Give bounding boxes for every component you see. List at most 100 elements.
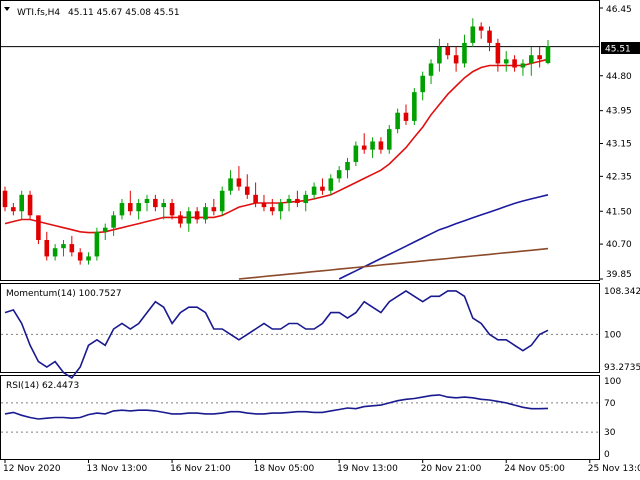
candle-body xyxy=(52,248,58,257)
price-axis-label: 43.15 xyxy=(606,140,632,150)
candle-body xyxy=(512,59,517,68)
time-axis-label: 13 Nov 13:00 xyxy=(87,464,148,474)
candle-body xyxy=(136,203,141,212)
price-axis-label: 39.85 xyxy=(606,270,632,280)
candle-body xyxy=(445,47,451,56)
candle-body xyxy=(428,63,434,76)
candle-body xyxy=(420,75,425,93)
candle-body xyxy=(11,207,16,212)
candle-body xyxy=(412,92,417,121)
rsi-panel-frame[interactable] xyxy=(0,375,600,460)
candle-body xyxy=(453,55,459,64)
rsi-label: RSI(14) 62.4473 xyxy=(6,381,79,391)
candle-body xyxy=(144,198,150,204)
candle-body xyxy=(211,207,217,212)
candle-body xyxy=(111,215,116,228)
candle-body xyxy=(244,186,250,195)
current-price-marker xyxy=(601,42,640,54)
candle-body xyxy=(94,231,100,257)
moving-average-line-2 xyxy=(338,194,549,280)
price-plot-area xyxy=(1,18,600,280)
candle-body xyxy=(528,55,534,64)
price-axis-label: 44.80 xyxy=(606,72,632,82)
candle-body xyxy=(295,198,300,204)
candle-body xyxy=(153,198,158,208)
candle-body xyxy=(203,207,208,220)
current-price-label: 45.51 xyxy=(605,45,631,55)
time-axis-label: 20 Nov 21:00 xyxy=(421,464,482,474)
price-axis-label: 41.50 xyxy=(606,207,632,217)
rsi-axis-label: 70 xyxy=(604,399,616,409)
candle-body xyxy=(69,244,75,253)
candle-body xyxy=(186,211,192,224)
momentum-axis-label: 93.2735 xyxy=(604,363,640,373)
rsi-plot-area xyxy=(1,394,600,433)
candle-body xyxy=(236,178,242,187)
time-axis-label: 12 Nov 2020 xyxy=(3,464,61,474)
rsi-axis-label: 100 xyxy=(604,377,621,387)
ohlc-values: 45.11 45.67 45.08 45.51 xyxy=(68,8,180,18)
candle-body xyxy=(545,46,551,64)
candle-body xyxy=(361,145,367,150)
candle-body xyxy=(403,112,409,121)
candle-body xyxy=(470,26,476,43)
candle-body xyxy=(462,42,467,64)
momentum-axis-label: 100 xyxy=(604,330,621,340)
candle-body xyxy=(370,141,375,150)
candle-body xyxy=(345,161,350,171)
candle-body xyxy=(320,186,325,191)
candle-body xyxy=(503,59,509,64)
candle-body xyxy=(219,190,225,212)
candle-body xyxy=(253,194,258,204)
candle-body xyxy=(161,203,167,208)
candle-body xyxy=(278,203,283,212)
candle-body xyxy=(2,190,8,208)
price-axis-label: 40.70 xyxy=(606,240,632,250)
candle-body xyxy=(537,55,542,60)
candle-body xyxy=(61,244,66,249)
price-axis-label: 46.45 xyxy=(606,5,632,15)
momentum-label: Momentum(14) 100.7527 xyxy=(6,289,122,299)
candle-body xyxy=(303,194,309,204)
axis-labels: 46.45 44.80 43.95 43.15 42.35 41.50 40.70 39.85… xyxy=(3,5,640,474)
candle-body xyxy=(27,194,33,216)
price-axis-label: 42.35 xyxy=(606,172,632,182)
candle-body xyxy=(228,178,233,191)
candle-body xyxy=(328,178,334,191)
candle-body xyxy=(386,129,392,150)
candle-body xyxy=(261,203,267,208)
candle-body xyxy=(270,207,275,212)
candle-body xyxy=(487,30,492,43)
candle-body xyxy=(495,42,501,64)
candle-body xyxy=(378,141,384,150)
moving-average-line-3 xyxy=(238,247,549,280)
candle-body xyxy=(478,26,484,31)
candle-body xyxy=(86,256,91,261)
candle-body xyxy=(77,252,83,261)
momentum-line xyxy=(4,289,549,379)
time-axis-label: 19 Nov 13:00 xyxy=(337,464,398,474)
rsi-axis-label: 0 xyxy=(604,450,610,460)
price-axis-label: 43.95 xyxy=(606,107,632,117)
candle-body xyxy=(437,47,442,64)
candle-body xyxy=(353,145,359,162)
time-axis-label: 24 Nov 05:00 xyxy=(504,464,565,474)
time-axis-label: 16 Nov 21:00 xyxy=(170,464,231,474)
candle-body xyxy=(395,112,400,130)
candle-body xyxy=(336,170,342,179)
candle-body xyxy=(128,203,133,212)
candle-body xyxy=(520,63,526,68)
candle-body xyxy=(119,203,125,216)
momentum-panel-frame[interactable] xyxy=(0,283,600,373)
price-panel-frame[interactable] xyxy=(0,0,600,281)
candle-body xyxy=(102,227,108,232)
candle-body xyxy=(169,203,175,216)
time-axis-label: 25 Nov 13:00 xyxy=(588,464,640,474)
symbol-timeframe: WTI.fs,H4 xyxy=(17,8,60,18)
candle-body xyxy=(44,239,50,257)
candle-body xyxy=(286,198,292,204)
dropdown-triangle-icon[interactable] xyxy=(4,7,10,11)
candle-body xyxy=(311,186,317,195)
momentum-axis-label: 108.3427 xyxy=(604,287,640,297)
